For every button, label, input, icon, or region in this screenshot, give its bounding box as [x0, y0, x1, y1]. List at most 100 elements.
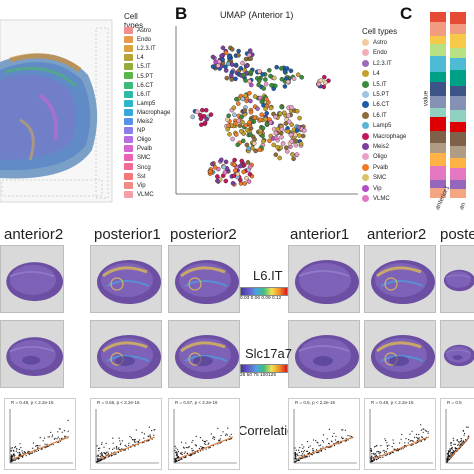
scatter-point: [125, 445, 127, 447]
scatter-point: [376, 444, 378, 447]
scatter-point: [185, 442, 187, 444]
panel-a-legend-item: L2.3.IT: [124, 44, 156, 54]
stack-segment: [430, 153, 446, 166]
scatter-point: [58, 428, 61, 430]
scatter-point: [457, 441, 459, 443]
panel-b-legend-swatch: [362, 38, 369, 46]
umap-point: [279, 76, 285, 82]
panel-b-legend-item: L5.PT: [362, 90, 389, 100]
umap-point: [272, 75, 277, 81]
scatter-point: [105, 452, 107, 454]
scatter-point: [449, 448, 451, 450]
scatter-point: [415, 442, 417, 444]
scatter-point: [110, 455, 113, 457]
scatter-point: [63, 430, 65, 432]
panel-a-legend-item: Oligo: [124, 135, 151, 145]
panel-a-legend-title: Cell types: [124, 12, 144, 30]
scatter-point: [212, 436, 214, 438]
scatter-point: [370, 448, 372, 450]
umap-point: [273, 152, 279, 157]
umap-point: [229, 62, 235, 67]
stack-segment: [450, 24, 466, 34]
umap-point: [235, 142, 240, 148]
scatter-point: [399, 442, 401, 444]
scatter-point: [380, 452, 382, 454]
umap-point: [232, 157, 237, 163]
umap-point: [288, 132, 294, 138]
regression-line: [296, 436, 354, 460]
panel-a-legend-item: L4: [124, 53, 144, 63]
panel-a-spatial-map: [0, 19, 113, 203]
scatter-point: [447, 456, 449, 458]
scatter-point: [121, 440, 124, 442]
scatter-point: [308, 455, 310, 457]
scatter-point: [386, 442, 388, 444]
scatter-point: [206, 440, 208, 442]
umap-point: [247, 120, 252, 125]
panel-b-legend-label: L6.CT: [373, 102, 390, 109]
panel-a-legend-swatch: [124, 90, 133, 98]
umap-point: [300, 133, 306, 139]
umap-point: [243, 93, 248, 98]
panel-b-legend-swatch: [362, 49, 369, 57]
scatter-point: [300, 454, 302, 456]
panel-a-legend-item: Endo: [124, 35, 151, 45]
stack-segment: [450, 168, 466, 180]
scatter-point: [294, 453, 296, 455]
scatter-point: [376, 459, 378, 461]
scatter-point: [143, 433, 145, 435]
scatter-point: [460, 440, 462, 442]
scatter-point: [103, 451, 105, 454]
panel-b-legend-label: Vip: [373, 185, 382, 192]
panel-b-legend-item: L6.IT: [362, 111, 387, 121]
correlation-scatter-plot: R = 0.5: [440, 398, 474, 470]
scatter-point: [446, 459, 448, 461]
header-posterior1-left: posterior1: [94, 226, 161, 243]
scatter-point: [296, 454, 298, 456]
umap-point: [290, 152, 295, 157]
scatter-point: [137, 440, 140, 442]
panel-b-legend-label: Endo: [373, 50, 388, 57]
panel-b-title: UMAP (Anterior 1): [220, 10, 294, 20]
scatter-point: [175, 461, 177, 463]
scatter-point: [461, 442, 463, 444]
scatter-point: [175, 458, 177, 460]
scatter-point: [104, 457, 106, 459]
regression-line: [372, 436, 430, 460]
umap-point: [224, 75, 230, 81]
scatter-point: [212, 437, 214, 439]
correlation-stat: R = 0.57, p < 2.2e-16: [175, 400, 218, 405]
umap-point: [247, 171, 253, 177]
scatter-point: [100, 456, 102, 458]
panel-a-legend-swatch: [124, 108, 133, 116]
scatter-point: [198, 447, 200, 450]
scatter-point: [227, 427, 229, 429]
panel-b-legend-item: L4: [362, 69, 380, 79]
scatter-point: [411, 430, 413, 432]
umap-point: [302, 128, 307, 133]
panel-a-legend-item: L6.CT: [124, 81, 153, 91]
scatter-point: [108, 448, 110, 450]
scatter-point: [294, 458, 296, 460]
umap-point: [225, 126, 230, 132]
scatter-point: [345, 438, 347, 440]
gene1-label: L6.IT: [253, 268, 283, 283]
umap-point: [195, 109, 200, 115]
scatter-point: [210, 433, 212, 435]
scatter-point: [186, 452, 188, 454]
scatter-point: [130, 437, 133, 439]
stack-segment: [430, 96, 446, 108]
scatter-point: [46, 446, 48, 448]
header-anterior1-right: anterior1: [290, 226, 350, 243]
umap-point: [289, 122, 294, 127]
scatter-point: [225, 433, 227, 435]
scatter-point: [453, 451, 455, 453]
umap-point: [233, 76, 238, 82]
scatter-point: [59, 438, 61, 440]
scatter-point: [101, 442, 103, 444]
scatter-point: [450, 442, 452, 444]
umap-point: [202, 120, 208, 126]
scatter-point: [302, 457, 304, 459]
scatter-point: [322, 440, 324, 442]
scatter-point: [192, 449, 194, 451]
